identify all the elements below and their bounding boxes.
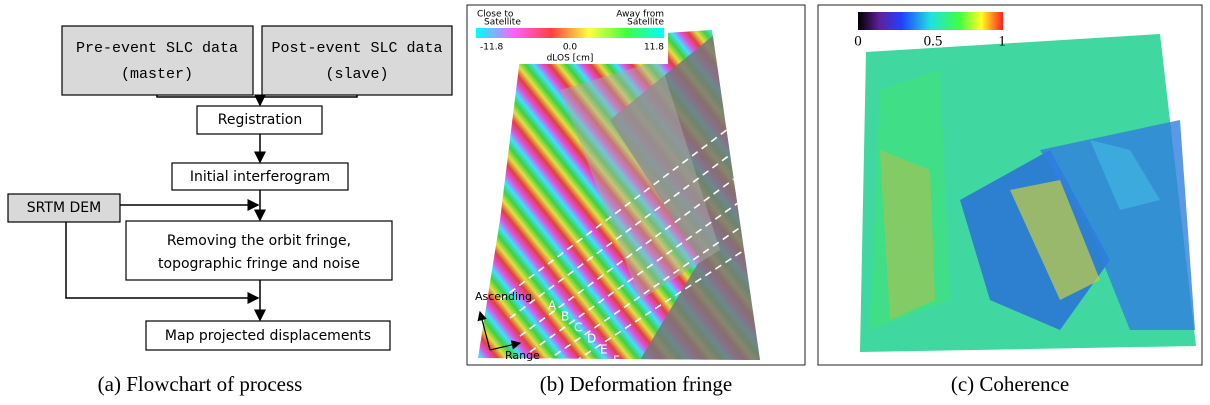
profile-label: F [613, 354, 620, 368]
caption: (b) Deformation fringe [540, 372, 732, 396]
colorbar [476, 28, 664, 38]
profile-label: D [587, 332, 596, 346]
caption: (c) Coherence [951, 372, 1069, 396]
colorbar [858, 12, 1003, 30]
profile-label: A [548, 299, 557, 313]
node-label: topographic fringe and noise [158, 256, 360, 272]
node-label: Map projected displacements [165, 328, 371, 344]
fringe-panel: Close to Satellite Away from Satellite -… [467, 5, 805, 396]
colorbar-tick: -11.8 [480, 43, 504, 53]
colorbar-tick: 11.8 [644, 43, 664, 53]
colorbar-label: Satellite [484, 18, 521, 28]
node-label: Pre-event SLC data [76, 40, 238, 57]
colorbar-tick: 0 [854, 33, 862, 49]
profile-label: E [600, 343, 608, 357]
node [262, 26, 452, 95]
colorbar-unit: dLOS [cm] [547, 54, 594, 64]
colorbar-label: Satellite [627, 18, 664, 28]
coherence-image [860, 34, 1196, 352]
node-label: SRTM DEM [27, 200, 101, 216]
node-label: (master) [121, 66, 193, 83]
node-label: Removing the orbit fringe, [167, 233, 351, 249]
coherence-panel: 0 0.5 1 (c) Coherence [818, 5, 1202, 396]
colorbar-tick: 0.0 [563, 43, 578, 53]
colorbar-tick: 1 [998, 33, 1006, 49]
profile-label: B [561, 310, 569, 324]
flowchart: Pre-event SLC data (master) Post-event S… [8, 26, 452, 396]
axis-label: Ascending [475, 290, 532, 303]
caption: (a) Flowchart of process [98, 372, 303, 396]
node-label: Initial interferogram [190, 169, 330, 185]
profile-label: C [574, 321, 582, 335]
colorbar-tick: 0.5 [924, 33, 943, 49]
node [62, 26, 253, 95]
node-label: (slave) [325, 66, 388, 83]
node-label: Registration [218, 112, 302, 128]
node-label: Post-event SLC data [271, 40, 442, 57]
axis-label: Range [505, 349, 540, 362]
figure: Pre-event SLC data (master) Post-event S… [0, 0, 1210, 405]
